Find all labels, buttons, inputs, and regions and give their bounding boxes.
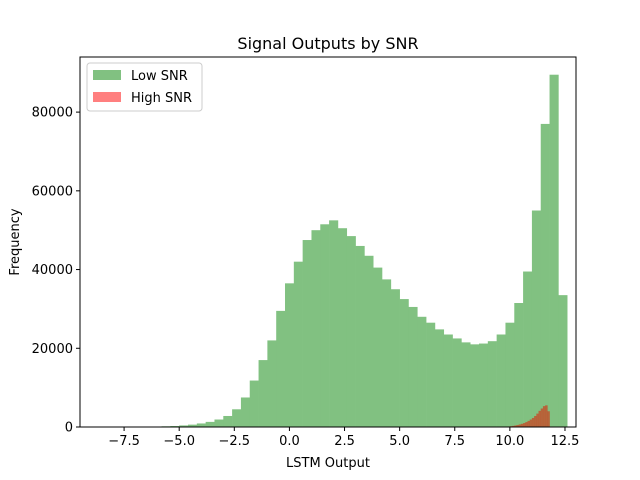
high-snr-series bbox=[501, 405, 550, 427]
low-snr-bar bbox=[214, 419, 224, 427]
high-snr-bar bbox=[538, 410, 542, 427]
high-snr-bar bbox=[540, 408, 544, 427]
high-snr-bar bbox=[529, 419, 533, 427]
x-axis: −7.5 −5.0 −2.5 0.0 2.5 5.0 7.5 10.0 12.5 bbox=[108, 427, 579, 449]
high-snr-bar bbox=[527, 420, 530, 427]
low-snr-bar bbox=[461, 342, 471, 427]
low-snr-bar bbox=[329, 220, 339, 427]
high-snr-bar bbox=[518, 424, 522, 427]
high-snr-bar bbox=[531, 417, 535, 427]
low-snr-bar bbox=[426, 322, 436, 427]
y-axis-label: Frequency bbox=[8, 208, 23, 275]
high-snr-bar bbox=[523, 423, 526, 427]
y-tick-label: 60000 bbox=[32, 184, 73, 199]
x-tick-label: −2.5 bbox=[219, 434, 251, 449]
legend-swatch-low-snr bbox=[93, 70, 121, 80]
y-tick-label: 0 bbox=[65, 421, 73, 436]
high-snr-bar bbox=[512, 425, 515, 427]
low-snr-bar bbox=[302, 240, 312, 427]
low-snr-bar bbox=[549, 74, 559, 428]
y-axis: 0 20000 40000 60000 80000 bbox=[32, 106, 80, 436]
low-snr-bar bbox=[470, 344, 480, 427]
low-snr-bar bbox=[373, 267, 383, 427]
legend: Low SNR High SNR bbox=[86, 62, 203, 112]
low-snr-bar bbox=[390, 289, 400, 427]
x-tick-label: −7.5 bbox=[108, 434, 140, 449]
low-snr-series bbox=[135, 74, 568, 428]
low-snr-bar bbox=[196, 423, 206, 427]
low-snr-bar bbox=[496, 334, 506, 427]
low-snr-bar bbox=[452, 338, 462, 427]
low-snr-bar bbox=[205, 421, 215, 427]
low-snr-bar bbox=[382, 279, 392, 427]
low-snr-bar bbox=[479, 343, 489, 427]
legend-label-high-snr: High SNR bbox=[131, 91, 192, 106]
low-snr-bar bbox=[232, 409, 242, 427]
low-snr-bar bbox=[531, 210, 542, 427]
x-axis-label: LSTM Output bbox=[286, 456, 370, 471]
low-snr-bar bbox=[179, 425, 189, 427]
high-snr-bar bbox=[520, 423, 524, 427]
low-snr-bar bbox=[276, 310, 286, 427]
low-snr-bar bbox=[267, 340, 277, 427]
low-snr-bar bbox=[223, 415, 233, 427]
x-tick-label: 0.0 bbox=[279, 434, 300, 449]
low-snr-bar bbox=[558, 295, 568, 427]
high-snr-bar bbox=[534, 415, 537, 427]
low-snr-bar bbox=[240, 397, 251, 427]
low-snr-bar bbox=[258, 360, 268, 427]
low-snr-bar bbox=[188, 424, 198, 427]
low-snr-bar bbox=[417, 316, 427, 427]
x-tick-label: 12.5 bbox=[551, 434, 580, 449]
plot-frame bbox=[79, 56, 577, 428]
low-snr-bar bbox=[443, 334, 453, 427]
low-snr-bar bbox=[346, 236, 356, 427]
y-tick-label: 40000 bbox=[32, 263, 73, 278]
low-snr-bar bbox=[355, 245, 365, 427]
low-snr-bar bbox=[311, 230, 321, 427]
legend-swatch-high-snr bbox=[93, 92, 121, 102]
legend-label-low-snr: Low SNR bbox=[131, 69, 188, 84]
low-snr-bar bbox=[408, 306, 418, 427]
low-snr-bar bbox=[293, 261, 303, 427]
low-snr-bar bbox=[399, 299, 409, 427]
high-snr-bar bbox=[536, 413, 539, 427]
low-snr-bar bbox=[434, 329, 445, 427]
high-snr-bar bbox=[514, 425, 517, 427]
low-snr-bar bbox=[487, 341, 497, 427]
low-snr-bar bbox=[523, 271, 533, 427]
low-snr-bar bbox=[320, 224, 330, 427]
high-snr-bar bbox=[545, 405, 548, 427]
low-snr-bar bbox=[285, 283, 295, 427]
y-tick-label: 80000 bbox=[32, 106, 73, 121]
x-tick-label: 5.0 bbox=[389, 434, 410, 449]
chart-title: Signal Outputs by SNR bbox=[237, 34, 418, 53]
x-tick-label: −5.0 bbox=[163, 434, 195, 449]
low-snr-bar bbox=[364, 255, 374, 427]
low-snr-bar bbox=[249, 380, 259, 427]
high-snr-bar bbox=[516, 425, 519, 427]
low-snr-bar bbox=[540, 123, 550, 427]
x-tick-label: 10.0 bbox=[495, 434, 524, 449]
low-snr-bar bbox=[514, 303, 524, 427]
x-tick-label: 7.5 bbox=[444, 434, 465, 449]
y-tick-label: 20000 bbox=[32, 342, 73, 357]
high-snr-bar bbox=[525, 422, 528, 427]
low-snr-bar bbox=[505, 322, 515, 427]
low-snr-bar bbox=[337, 228, 348, 427]
high-snr-bar bbox=[547, 411, 550, 427]
high-snr-bar bbox=[542, 406, 546, 427]
x-tick-label: 2.5 bbox=[334, 434, 355, 449]
